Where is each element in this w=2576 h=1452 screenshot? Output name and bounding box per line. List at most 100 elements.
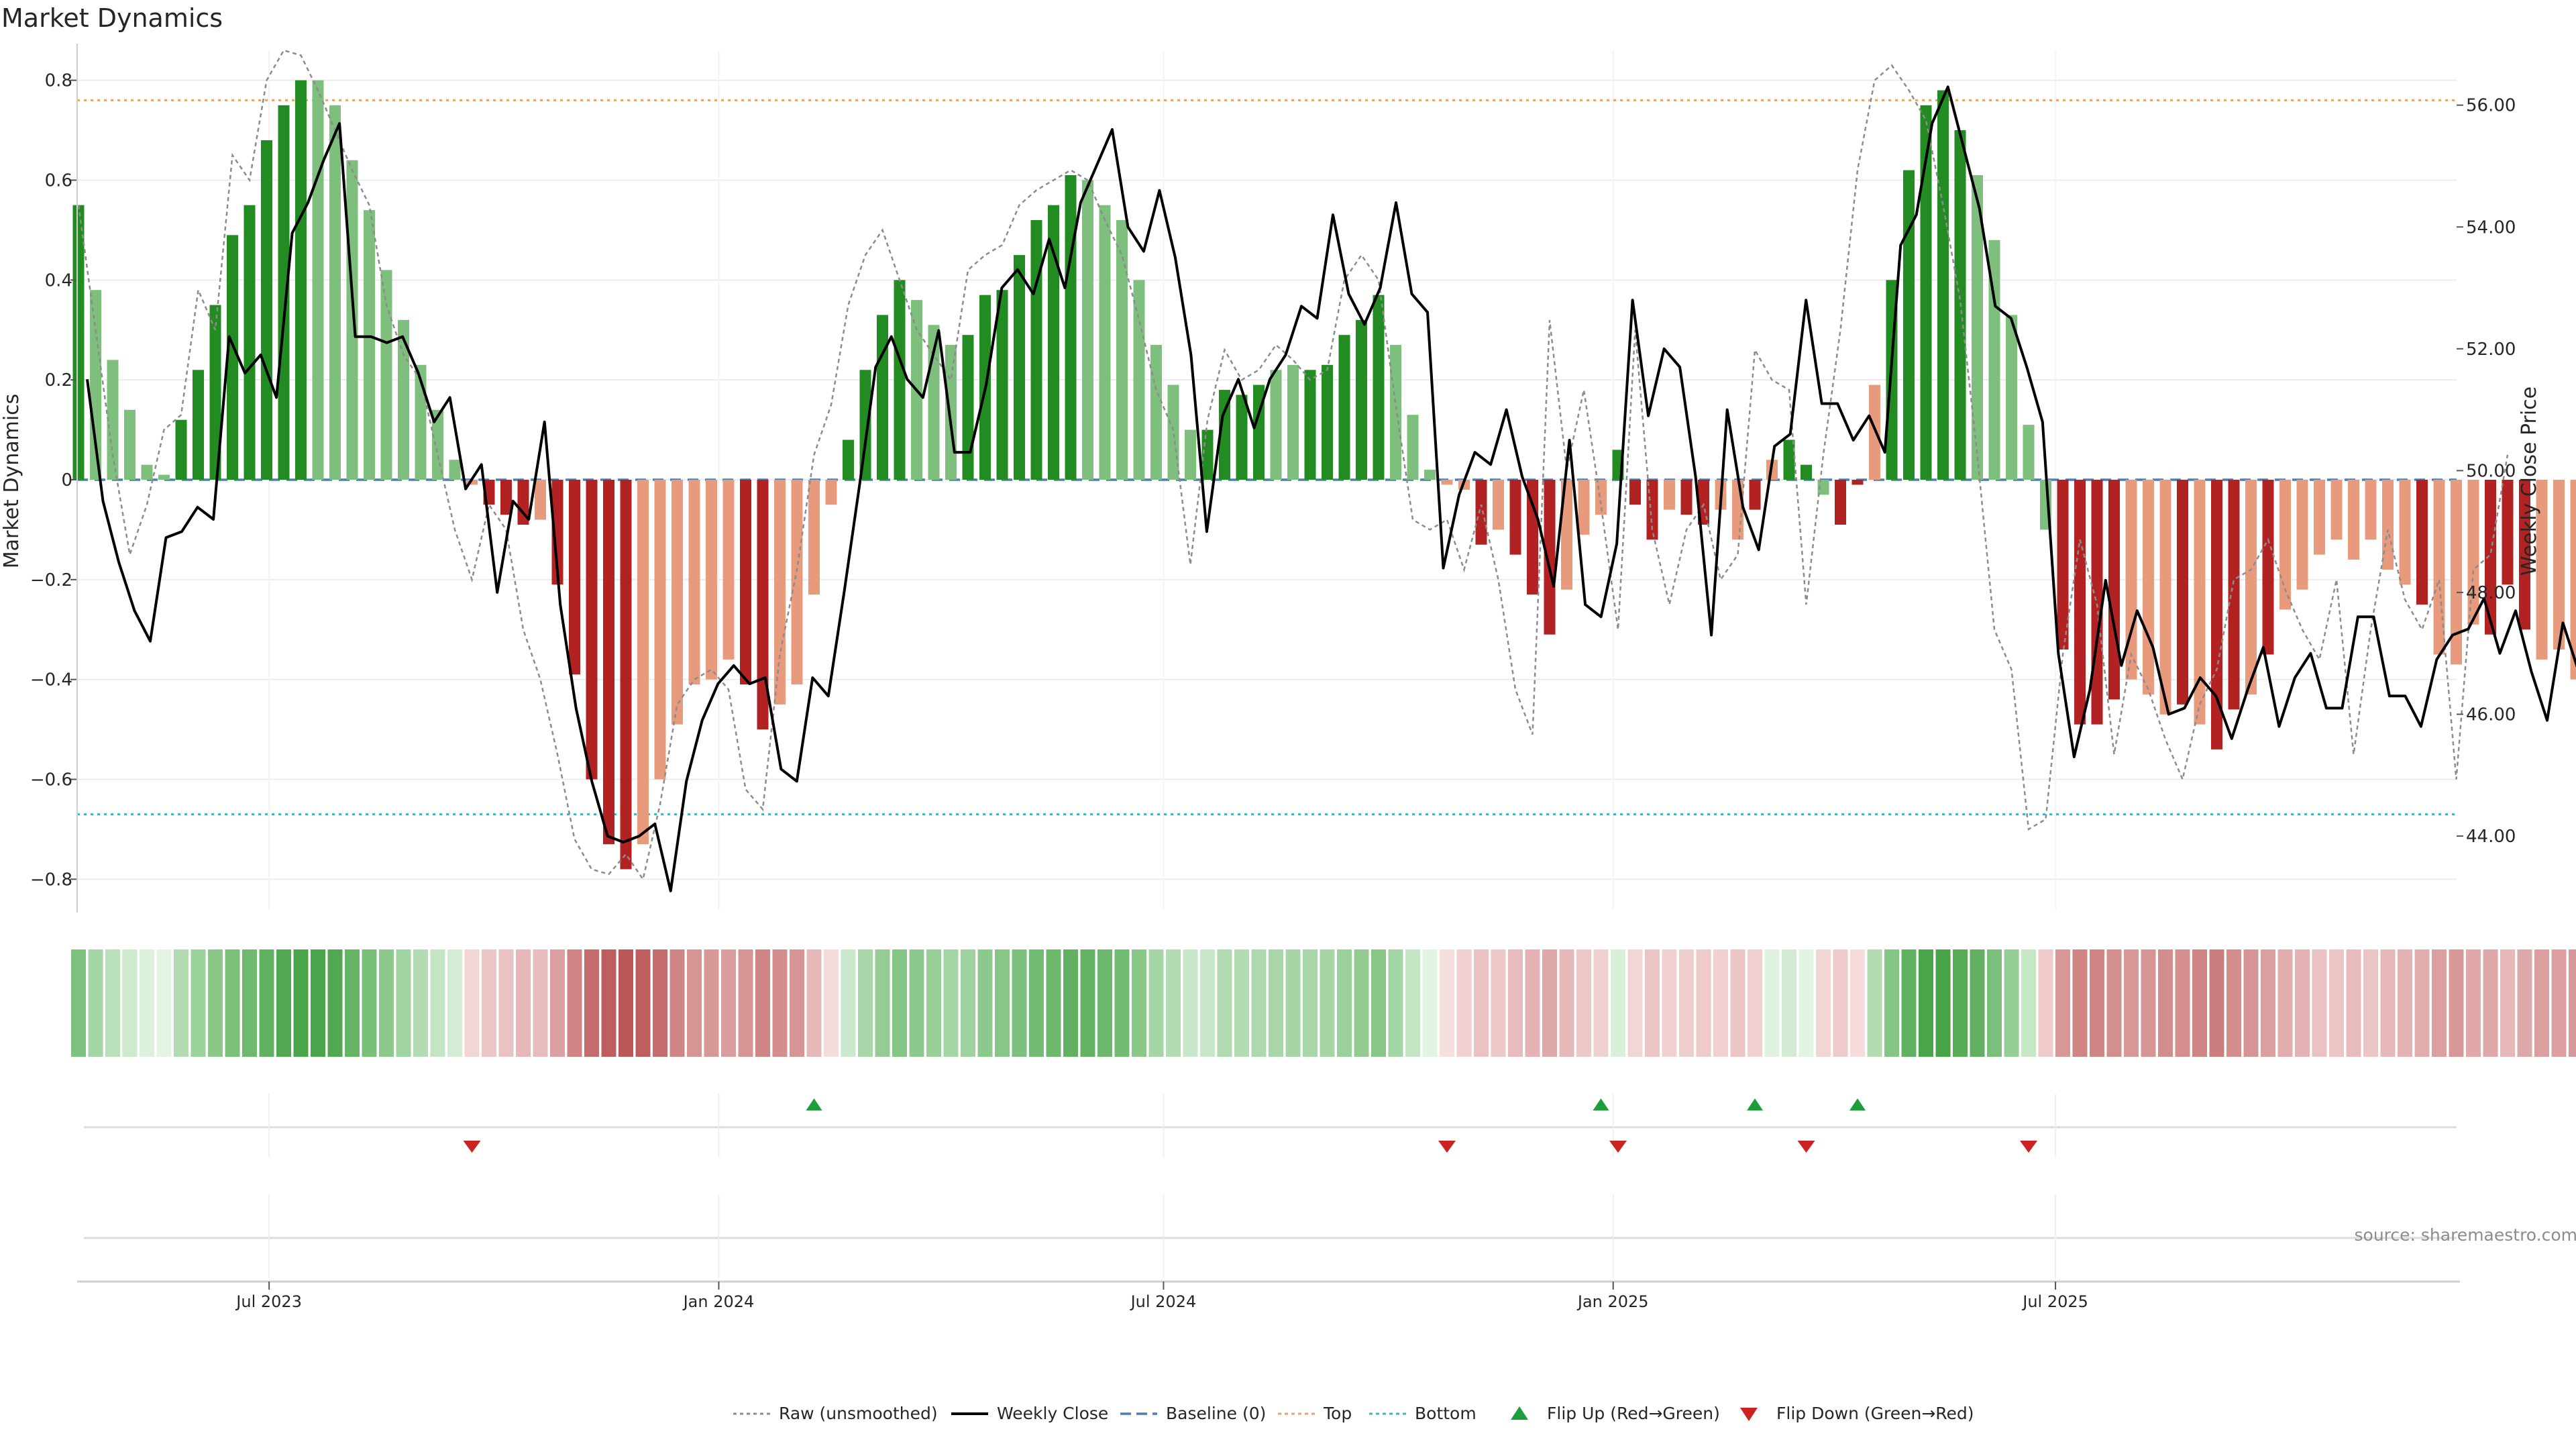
x-tick-label: Jul 2024 bbox=[1130, 1292, 1197, 1311]
heatmap-cell bbox=[1748, 949, 1762, 1057]
heatmap-cell bbox=[191, 949, 206, 1057]
bar bbox=[2263, 480, 2274, 654]
heatmap-cell bbox=[242, 949, 257, 1057]
heatmap-cell bbox=[1371, 949, 1386, 1057]
heatmap-cell bbox=[1320, 949, 1335, 1057]
heatmap-cell bbox=[2141, 949, 2156, 1057]
legend-item: Flip Up (Red→Green) bbox=[1511, 1404, 1720, 1423]
bar bbox=[295, 81, 307, 480]
heatmap-cell bbox=[1081, 949, 1095, 1057]
bar bbox=[1150, 345, 1162, 480]
heatmap-cell bbox=[1594, 949, 1609, 1057]
heatmap-cell bbox=[1252, 949, 1267, 1057]
bar bbox=[2314, 480, 2325, 555]
bar bbox=[1801, 465, 1812, 480]
heatmap-cell bbox=[773, 949, 788, 1057]
bar bbox=[2331, 480, 2343, 539]
heatmap-cell bbox=[140, 949, 154, 1057]
bar bbox=[1014, 255, 1025, 480]
heatmap-cell bbox=[1115, 949, 1130, 1057]
bar bbox=[1134, 280, 1145, 480]
heatmap-cell bbox=[1132, 949, 1146, 1057]
heatmap-cell bbox=[362, 949, 377, 1057]
heatmap-cell bbox=[1525, 949, 1540, 1057]
bar bbox=[2074, 480, 2086, 725]
bar bbox=[1236, 395, 1248, 480]
legend-label: Flip Down (Green→Red) bbox=[1776, 1404, 1974, 1423]
heatmap-cell bbox=[978, 949, 993, 1057]
bar bbox=[398, 320, 409, 480]
heatmap-strip bbox=[71, 949, 2576, 1057]
heatmap-cell bbox=[174, 949, 189, 1057]
bar bbox=[261, 140, 272, 480]
heatmap-cell bbox=[2449, 949, 2464, 1057]
bar bbox=[2348, 480, 2359, 560]
heatmap-cell bbox=[807, 949, 822, 1057]
heatmap-cell bbox=[875, 949, 890, 1057]
legend-item: Weekly Close bbox=[951, 1404, 1108, 1423]
bar bbox=[1373, 295, 1385, 480]
heatmap-cell bbox=[892, 949, 907, 1057]
heatmap-cell bbox=[276, 949, 291, 1057]
bar bbox=[2400, 480, 2411, 584]
bar bbox=[1476, 480, 1487, 545]
heatmap-cell bbox=[1508, 949, 1523, 1057]
bar bbox=[500, 480, 512, 515]
bar bbox=[1493, 480, 1504, 529]
heatmap-cell bbox=[2363, 949, 2378, 1057]
bar bbox=[1202, 430, 1214, 480]
bar bbox=[1647, 480, 1658, 539]
heatmap-cell bbox=[1850, 949, 1865, 1057]
bar bbox=[1031, 220, 1042, 480]
heatmap-cell bbox=[1097, 949, 1112, 1057]
bar bbox=[792, 480, 803, 684]
bar bbox=[2382, 480, 2394, 570]
legend-label: Raw (unsmoothed) bbox=[779, 1404, 938, 1423]
heatmap-cell bbox=[1868, 949, 1882, 1057]
bar bbox=[621, 480, 632, 869]
flip-markers-panel bbox=[84, 1094, 2457, 1278]
heatmap-cell bbox=[584, 949, 599, 1057]
bar bbox=[2023, 425, 2035, 480]
right-tick-label: 48.00 bbox=[2466, 583, 2516, 603]
bar bbox=[124, 410, 136, 480]
x-tick-label: Jan 2024 bbox=[682, 1292, 755, 1311]
heatmap-cell bbox=[2398, 949, 2412, 1057]
heatmap-cell bbox=[2312, 949, 2327, 1057]
heatmap-cell bbox=[2124, 949, 2139, 1057]
bar bbox=[2416, 480, 2428, 605]
heatmap-cell bbox=[1799, 949, 1814, 1057]
heatmap-cell bbox=[995, 949, 1010, 1057]
bar bbox=[945, 345, 957, 480]
bar bbox=[740, 480, 751, 684]
bar bbox=[1903, 170, 1915, 480]
heatmap-cell bbox=[1765, 949, 1780, 1057]
heatmap-cell bbox=[2055, 949, 2070, 1057]
source-text: source: sharemaestro.com bbox=[2355, 1225, 2576, 1245]
heatmap-cell bbox=[636, 949, 651, 1057]
heatmap-cell bbox=[294, 949, 309, 1057]
bar bbox=[1099, 205, 1111, 480]
heatmap-cell bbox=[379, 949, 394, 1057]
heatmap-cell bbox=[2226, 949, 2241, 1057]
heatmap-cell bbox=[1354, 949, 1369, 1057]
bar bbox=[1356, 320, 1367, 480]
heatmap-cell bbox=[1713, 949, 1728, 1057]
bar bbox=[2092, 480, 2103, 725]
left-tick-label: 0 bbox=[61, 470, 72, 490]
heatmap-cell bbox=[2176, 949, 2190, 1057]
heatmap-cell bbox=[1953, 949, 1968, 1057]
bar bbox=[329, 105, 341, 480]
bar bbox=[1271, 370, 1282, 480]
heatmap-cell bbox=[1405, 949, 1420, 1057]
bar bbox=[569, 480, 580, 674]
bar bbox=[672, 480, 683, 725]
heatmap-cell bbox=[516, 949, 531, 1057]
heatmap-cell bbox=[1286, 949, 1301, 1057]
heatmap-cell bbox=[2244, 949, 2259, 1057]
heatmap-cell bbox=[2415, 949, 2430, 1057]
heatmap-cell bbox=[2295, 949, 2310, 1057]
right-tick-label: 52.00 bbox=[2466, 340, 2516, 360]
x-tick-label: Jul 2025 bbox=[2021, 1292, 2088, 1311]
